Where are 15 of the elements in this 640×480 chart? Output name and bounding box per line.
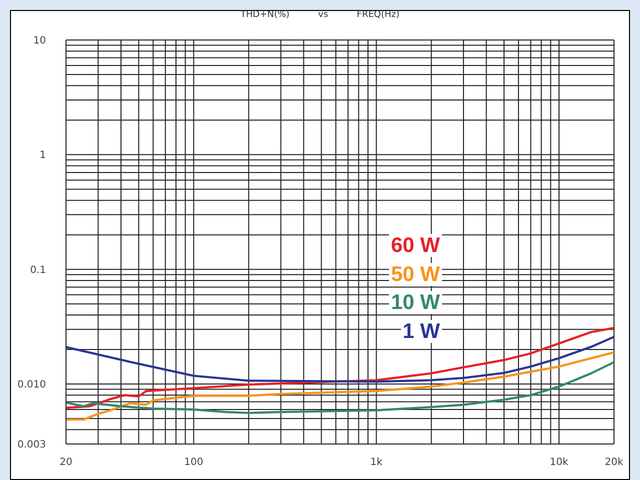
text: 60 W: [388, 234, 442, 257]
x-tick-label: 100: [184, 457, 204, 468]
y-tick-label: 0.010: [17, 380, 46, 391]
series-label: 1 W: [400, 320, 442, 342]
y-tick-label: 10: [33, 36, 46, 47]
x-tick-label: 10k: [550, 457, 568, 468]
x-tick-label: 1k: [370, 457, 383, 468]
x-tick-label: 20: [60, 457, 72, 468]
x-tick-label: 20k: [604, 457, 624, 468]
text: 10 W: [388, 291, 442, 314]
y-tick-label: 0.003: [17, 440, 46, 451]
y-tick-label: 0.1: [30, 264, 46, 276]
y-tick-label: 1: [40, 150, 46, 162]
text: 50 W: [388, 262, 442, 286]
chart-title: THD+N(%) vs FREQ(Hz): [240, 10, 400, 20]
